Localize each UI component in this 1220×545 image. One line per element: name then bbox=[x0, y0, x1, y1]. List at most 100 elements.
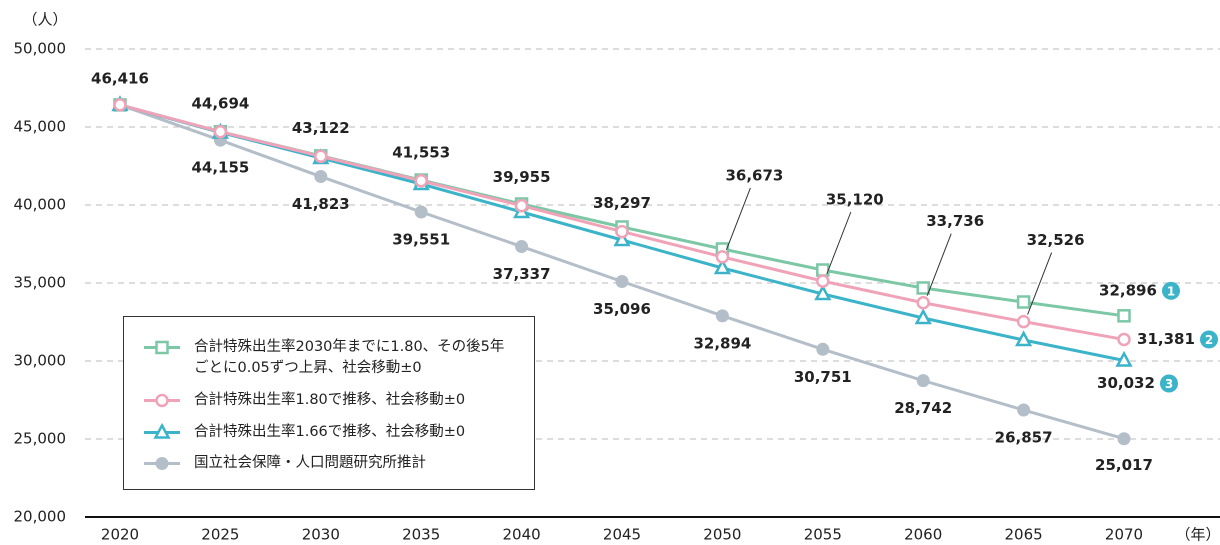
data-label: 44,155 bbox=[191, 159, 249, 177]
legend-label: 国立社会保障・人口問題研究所推計 bbox=[194, 455, 426, 471]
legend-marker bbox=[155, 457, 169, 470]
legend-icon bbox=[144, 457, 180, 470]
y-tick-label: 20,000 bbox=[14, 508, 67, 526]
leader-line bbox=[725, 187, 751, 251]
legend-entry: 合計特殊出生率1.80で推移、社会移動±0 bbox=[144, 390, 514, 411]
point bbox=[713, 258, 731, 275]
leader-line bbox=[926, 233, 952, 296]
legend-icon bbox=[144, 340, 180, 355]
legend-marker bbox=[153, 422, 171, 439]
data-label: 32,894 bbox=[693, 334, 751, 352]
x-tick-label: 2050 bbox=[703, 526, 741, 544]
data-label: 39,955 bbox=[493, 168, 551, 186]
legend-label: 合計特殊出生率1.80で推移、社会移動±0 bbox=[194, 392, 466, 408]
badge-circle bbox=[1160, 374, 1178, 393]
data-label: 43,122 bbox=[292, 119, 350, 137]
data-label: 35,096 bbox=[593, 300, 651, 318]
data-label: 32,526 bbox=[1027, 231, 1085, 249]
x-tick-label: 2060 bbox=[904, 526, 942, 544]
badge-circle bbox=[1200, 330, 1218, 349]
legend-icon bbox=[144, 393, 180, 408]
data-label: 26,857 bbox=[995, 429, 1053, 447]
point bbox=[213, 125, 228, 139]
data-label: 32,896 bbox=[1099, 281, 1157, 299]
point bbox=[814, 284, 832, 301]
point bbox=[1016, 295, 1031, 309]
data-label: 41,823 bbox=[292, 195, 350, 213]
point bbox=[414, 174, 428, 188]
x-unit-label: （年） bbox=[1175, 526, 1220, 544]
data-label: 31,381 bbox=[1137, 330, 1195, 348]
point bbox=[916, 281, 930, 295]
x-tick-label: 2065 bbox=[1005, 526, 1043, 544]
legend-marker bbox=[155, 393, 169, 408]
point bbox=[314, 149, 328, 164]
legend-label: 合計特殊出生率1.66で推移、社会移動±0 bbox=[194, 424, 466, 440]
point bbox=[914, 308, 932, 325]
point bbox=[615, 275, 629, 289]
y-tick-label: 25,000 bbox=[14, 430, 67, 448]
y-tick-label: 50,000 bbox=[14, 40, 67, 58]
data-label: 46,416 bbox=[91, 69, 149, 87]
point bbox=[1016, 314, 1031, 329]
point bbox=[314, 170, 328, 184]
data-label: 25,017 bbox=[1095, 456, 1153, 474]
y-unit-label: （人） bbox=[22, 11, 67, 29]
legend-entry: 合計特殊出生率2030年までに1.80、その後5年ごとに0.05ずつ上昇、社会移… bbox=[144, 337, 514, 379]
point bbox=[613, 230, 631, 247]
point bbox=[615, 224, 629, 239]
point bbox=[414, 205, 428, 219]
legend-entry: 国立社会保障・人口問題研究所推計 bbox=[144, 453, 514, 474]
point bbox=[1117, 332, 1131, 347]
data-label: 28,742 bbox=[894, 399, 952, 417]
point bbox=[715, 309, 729, 323]
point bbox=[1117, 432, 1131, 446]
point bbox=[515, 240, 529, 254]
y-tick-label: 30,000 bbox=[14, 352, 67, 370]
data-label: 30,032 bbox=[1097, 374, 1155, 392]
legend: 合計特殊出生率2030年までに1.80、その後5年ごとに0.05ずつ上昇、社会移… bbox=[123, 316, 535, 490]
y-tick-label: 40,000 bbox=[14, 196, 67, 214]
x-tick-label: 2045 bbox=[603, 526, 641, 544]
data-label: 38,297 bbox=[593, 194, 651, 212]
point bbox=[1117, 309, 1131, 323]
legend-marker bbox=[155, 340, 169, 355]
badge-label: 3 bbox=[1165, 377, 1173, 391]
data-label: 30,751 bbox=[794, 368, 852, 386]
point bbox=[113, 98, 127, 112]
data-label: 37,337 bbox=[493, 265, 551, 283]
data-label: 44,694 bbox=[191, 94, 249, 112]
badge-label: 1 bbox=[1167, 284, 1175, 298]
x-tick-label: 2030 bbox=[302, 526, 340, 544]
y-tick-label: 35,000 bbox=[14, 274, 67, 292]
data-label: 33,736 bbox=[926, 212, 984, 230]
point bbox=[715, 250, 730, 264]
point bbox=[816, 342, 830, 356]
data-label: 36,673 bbox=[725, 166, 783, 184]
x-tick-label: 2025 bbox=[201, 526, 239, 544]
point bbox=[916, 374, 930, 388]
point bbox=[1017, 403, 1031, 417]
badge: 3 bbox=[1160, 374, 1178, 393]
y-tick-label: 45,000 bbox=[14, 118, 67, 136]
badge-circle bbox=[1162, 281, 1180, 300]
badge: 2 bbox=[1200, 330, 1218, 349]
leader-line bbox=[826, 211, 852, 275]
badge: 1 bbox=[1162, 281, 1180, 300]
leader-line bbox=[1027, 252, 1053, 315]
x-tick-label: 2040 bbox=[503, 526, 541, 544]
point bbox=[514, 198, 529, 213]
x-tick-label: 2020 bbox=[101, 526, 139, 544]
x-tick-label: 2055 bbox=[804, 526, 842, 544]
badge-label: 2 bbox=[1205, 333, 1213, 347]
x-tick-label: 2070 bbox=[1105, 526, 1143, 544]
legend-icon bbox=[144, 422, 180, 439]
data-label: 39,551 bbox=[392, 231, 450, 249]
point bbox=[1015, 330, 1033, 347]
legend-entry: 合計特殊出生率1.66で推移、社会移動±0 bbox=[144, 422, 514, 443]
data-label: 41,553 bbox=[392, 143, 450, 161]
data-label: 35,120 bbox=[826, 191, 884, 209]
legend-label: 合計特殊出生率2030年までに1.80、その後5年ごとに0.05ずつ上昇、社会移… bbox=[194, 339, 505, 376]
